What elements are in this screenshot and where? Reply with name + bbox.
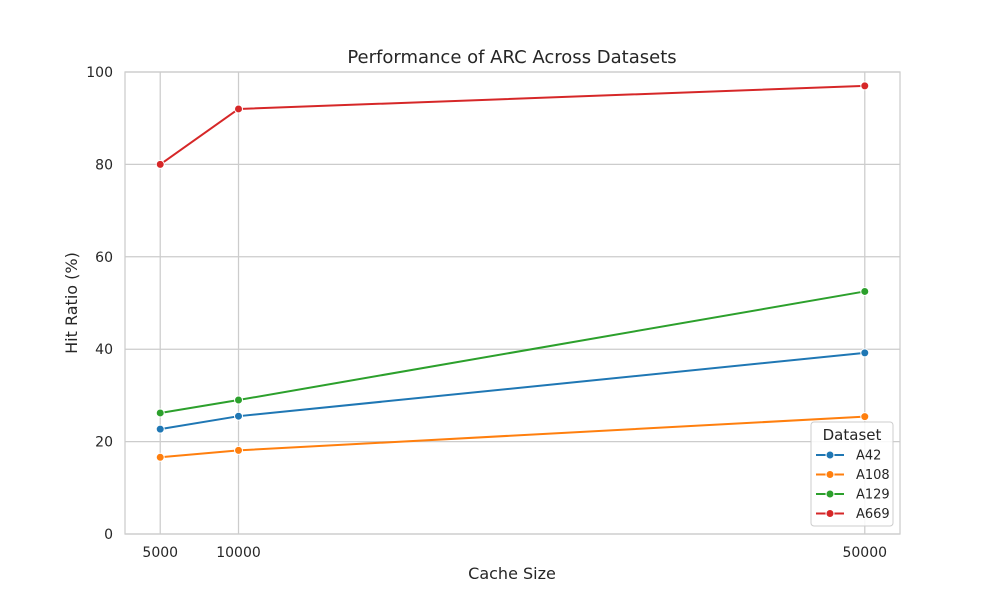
y-tick-label: 80: [95, 157, 113, 173]
series-a129: [155, 286, 870, 418]
y-tick-label: 40: [95, 342, 113, 358]
tick-labels: 0 20 40 60 80 100 5000 10000 50000: [86, 65, 887, 561]
y-axis-label: Hit Ratio (%): [62, 252, 81, 354]
data-point: [860, 412, 870, 422]
y-tick-label: 100: [86, 65, 113, 81]
data-point: [155, 159, 165, 169]
legend-label: A129: [856, 488, 890, 503]
y-tick-label: 20: [95, 435, 113, 451]
data-point: [860, 348, 870, 358]
legend-marker: [825, 450, 835, 460]
data-point: [155, 452, 165, 462]
legend-item: A42: [816, 449, 881, 464]
legend: Dataset A42 A108 A129 A669: [810, 421, 894, 527]
legend-item: A669: [816, 507, 890, 522]
legend-label: A108: [856, 468, 890, 483]
data-point: [234, 445, 244, 455]
series-a42: [155, 348, 870, 434]
legend-title: Dataset: [823, 426, 882, 444]
series-a669: [155, 81, 870, 169]
legend-label: A669: [856, 507, 890, 522]
legend-items: A42 A108 A129 A669: [816, 449, 890, 522]
x-tick-label: 5000: [142, 545, 178, 561]
legend-label: A42: [856, 449, 881, 464]
plot-frame: [124, 71, 901, 535]
x-tick-label: 50000: [842, 545, 887, 561]
legend-marker: [825, 509, 835, 518]
y-tick-label: 60: [95, 250, 113, 266]
data-point: [234, 395, 244, 405]
plot-area: [125, 72, 900, 534]
series-layer: [155, 81, 870, 462]
data-point: [234, 104, 244, 114]
legend-marker: [825, 489, 835, 499]
legend-item: A129: [816, 488, 890, 503]
data-point: [860, 286, 870, 296]
x-tick-label: 10000: [216, 545, 261, 561]
data-point: [860, 81, 870, 91]
chart-title: Performance of ARC Across Datasets: [347, 47, 676, 68]
data-point: [155, 424, 165, 434]
data-point: [234, 411, 244, 421]
x-axis-label: Cache Size: [468, 564, 556, 583]
data-point: [155, 408, 165, 418]
legend-box: [810, 421, 894, 527]
legend-marker: [825, 470, 835, 479]
legend-item: A108: [816, 468, 890, 483]
series-a108: [155, 412, 870, 462]
y-tick-label: 0: [104, 527, 113, 543]
